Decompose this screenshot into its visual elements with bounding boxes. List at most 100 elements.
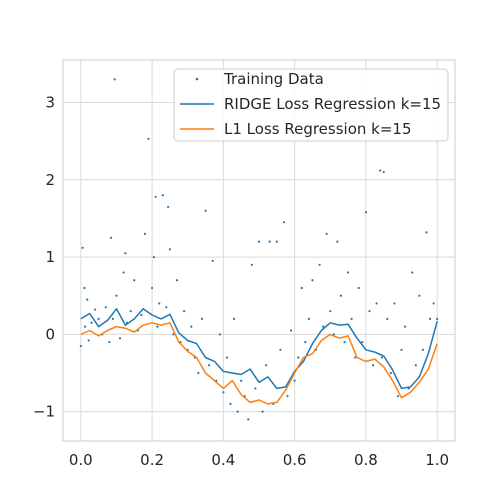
training-data-point <box>122 271 125 274</box>
training-data-point <box>167 205 170 208</box>
training-data-point <box>83 325 87 328</box>
training-data-point <box>152 255 155 259</box>
training-data-point <box>111 317 114 320</box>
training-data-point <box>81 246 84 249</box>
training-data-point <box>118 337 122 340</box>
training-data-point <box>375 302 378 305</box>
x-tick-label: 0.4 <box>211 451 235 469</box>
training-data-point <box>325 232 328 235</box>
training-data-point <box>343 340 346 344</box>
training-data-point <box>204 209 207 212</box>
training-data-point <box>393 302 396 305</box>
legend-label-training-data: Training Data <box>223 70 324 88</box>
training-data-point <box>380 356 384 359</box>
training-data-point <box>161 194 164 197</box>
training-data-point <box>354 356 357 359</box>
x-tick-label: 1.0 <box>425 451 449 469</box>
training-data-point <box>279 348 282 351</box>
training-data-point <box>150 286 154 290</box>
training-data-point <box>211 259 214 263</box>
training-data-point <box>371 364 375 367</box>
training-data-point <box>307 317 310 320</box>
training-data-point <box>247 418 250 421</box>
training-data-point <box>282 221 286 224</box>
training-data-point <box>400 348 403 351</box>
training-data-point <box>396 395 400 398</box>
training-data-point <box>93 308 97 311</box>
training-data-point <box>286 395 289 398</box>
training-data-point <box>90 321 93 324</box>
training-data-point <box>379 169 382 172</box>
tick-labels: 0.0 0.2 0.4 0.6 0.8 1.0 −1 0 1 2 3 <box>33 94 449 469</box>
legend-box <box>173 68 449 142</box>
regression-lines <box>80 308 438 405</box>
training-data-point <box>386 317 389 320</box>
training-data-point <box>147 137 150 140</box>
training-data-point <box>250 263 253 266</box>
training-data-point <box>240 379 243 382</box>
training-data-point <box>289 329 293 332</box>
y-tick-label: 0 <box>45 325 55 343</box>
training-data-point <box>133 279 136 282</box>
training-data-point <box>428 317 432 320</box>
y-tick-label: 1 <box>45 248 55 266</box>
training-data-point <box>361 340 364 344</box>
training-data-point <box>197 371 200 375</box>
training-data-point <box>156 325 159 328</box>
x-tick-label: 0.0 <box>69 451 93 469</box>
training-data-point <box>368 310 371 313</box>
x-tick-label: 0.2 <box>140 451 164 469</box>
training-data-point <box>124 252 127 255</box>
training-data-point <box>104 306 107 309</box>
training-data-point <box>300 286 303 290</box>
training-data-point <box>168 248 172 251</box>
training-data-point <box>158 302 161 305</box>
training-data-point <box>425 231 428 234</box>
training-data-point <box>261 410 264 413</box>
training-data-point <box>336 240 339 243</box>
legend: Training Data RIDGE Loss Regression k=15… <box>173 68 449 142</box>
training-data-point <box>200 317 204 320</box>
training-data-point <box>79 344 82 348</box>
training-data-point <box>364 211 368 214</box>
training-data-point <box>389 371 392 375</box>
training-data-point <box>172 333 175 336</box>
training-data-point <box>404 325 407 328</box>
training-data-point <box>232 317 236 320</box>
training-data-point <box>357 286 360 290</box>
training-data-point <box>254 387 257 390</box>
y-tick-label: 2 <box>45 171 55 189</box>
training-data-point <box>115 294 118 297</box>
training-data-point <box>222 391 225 394</box>
training-data-point <box>218 333 221 336</box>
training-data-point <box>83 286 86 290</box>
training-data-point <box>175 279 179 282</box>
training-data-point <box>414 364 417 367</box>
training-data-point <box>229 402 232 406</box>
training-data-point <box>382 170 385 174</box>
training-data-point <box>236 410 239 413</box>
training-data-point <box>208 364 211 367</box>
training-data-point <box>297 356 300 359</box>
training-data-point <box>143 232 147 235</box>
training-data-point <box>110 236 113 239</box>
training-data-point <box>108 340 111 344</box>
l1-regression-line <box>80 322 438 405</box>
training-data-point <box>432 302 435 305</box>
training-data-point <box>113 78 116 81</box>
legend-scatter-dot <box>195 77 199 81</box>
legend-scatter-marker <box>195 77 199 81</box>
training-data-point <box>411 271 414 274</box>
training-data-point <box>225 356 229 359</box>
y-tick-label: 3 <box>45 94 55 112</box>
training-data-point <box>275 240 278 243</box>
training-data-point <box>154 195 157 198</box>
training-data-point <box>190 325 193 328</box>
training-data-point <box>418 294 421 297</box>
training-data-point <box>293 379 296 382</box>
training-data-point <box>268 240 271 243</box>
training-data-point <box>322 325 325 328</box>
training-data-point <box>339 294 343 297</box>
